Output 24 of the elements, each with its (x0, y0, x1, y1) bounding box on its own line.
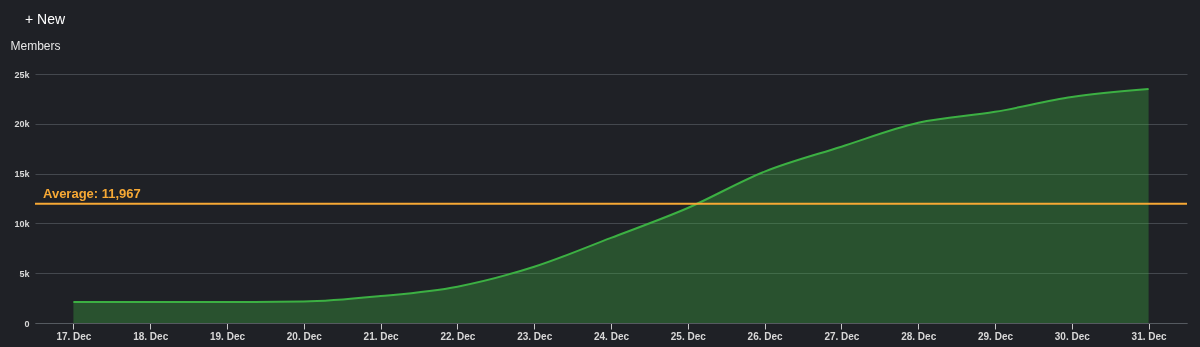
x-tick-label: 17. Dec (56, 330, 92, 342)
x-tick-label: 25. Dec (670, 330, 707, 342)
x-tick-label: 28. Dec (901, 330, 937, 342)
y-tick-label: 15k (14, 169, 31, 180)
x-tick-label: 31. Dec (1131, 330, 1168, 342)
y-tick-label: 0 (24, 318, 30, 329)
x-tick-label: 24. Dec (593, 330, 630, 342)
x-tick-label: 30. Dec (1054, 330, 1091, 342)
y-tick-label: 10k (14, 218, 31, 229)
x-tick-label: 27. Dec (824, 330, 860, 342)
x-tick-label: 21. Dec (363, 330, 400, 342)
x-tick-label: 20. Dec (286, 330, 323, 342)
y-tick-label: 20k (14, 119, 31, 130)
ref-line-label: Average: 11,967 (43, 185, 141, 201)
x-tick-label: 26. Dec (747, 330, 784, 342)
x-tick-label: 29. Dec (977, 330, 1014, 342)
text: + New (25, 11, 66, 27)
x-tick-label: 19. Dec (209, 330, 246, 342)
x-tick-label: 23. Dec (517, 330, 553, 342)
y-tick-label: 25k (14, 69, 31, 80)
y-axis-title: Members (10, 38, 61, 53)
x-tick-label: 22. Dec (440, 330, 476, 342)
x-tick-label: 18. Dec (133, 330, 169, 342)
y-tick-label: 5k (19, 268, 31, 279)
